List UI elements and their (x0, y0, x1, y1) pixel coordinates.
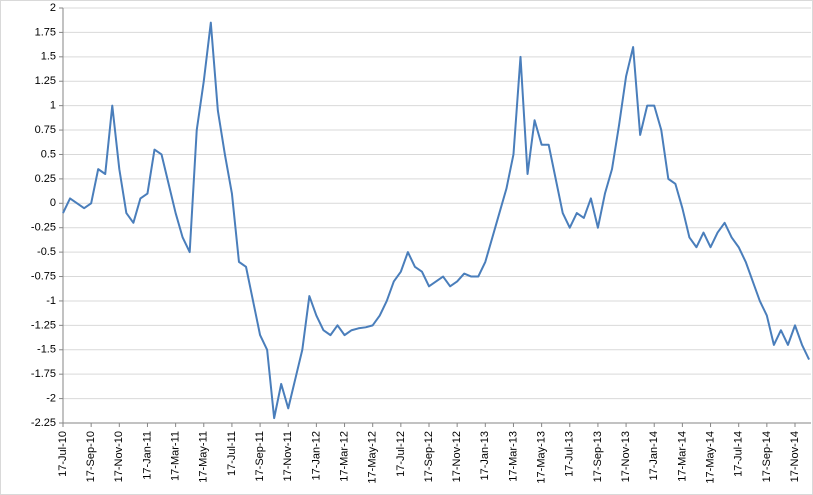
y-tick-label: 1.5 (41, 51, 56, 63)
y-tick-label: 0.25 (35, 173, 56, 185)
y-tick-label: -1.5 (37, 344, 56, 356)
y-tick-label: 0 (50, 197, 56, 209)
y-tick-label: -1.25 (31, 319, 56, 331)
y-tick-label: 1 (50, 100, 56, 112)
x-tick-label: 17-Mar-12 (338, 431, 350, 482)
data-line (62, 21, 810, 420)
x-tick-label: 17-Nov-12 (451, 431, 463, 482)
x-tick-label: 17-Nov-14 (789, 431, 801, 482)
x-tick-label: 17-Sep-11 (254, 431, 266, 482)
x-tick-label: 17-Jan-13 (479, 431, 491, 481)
x-tick-label: 17-Nov-10 (113, 431, 125, 482)
y-tick-label: 1.25 (35, 75, 56, 87)
y-tick-label: -0.5 (37, 246, 56, 258)
x-tick-label: 17-Jan-14 (648, 431, 660, 481)
y-tick-label: -1.75 (31, 368, 56, 380)
x-tick-label: 17-Jul-13 (564, 431, 576, 477)
x-tick-label: 17-Sep-12 (423, 431, 435, 482)
x-tick-label: 17-Nov-11 (282, 431, 294, 482)
x-tick-label: 17-Sep-14 (761, 431, 773, 482)
x-tick-label: 17-May-14 (704, 431, 716, 484)
y-tick-label: 1.75 (35, 26, 56, 38)
x-tick-label: 17-Jan-12 (310, 431, 322, 481)
x-tick-label: 17-Mar-13 (507, 431, 519, 482)
x-tick-label: 17-Mar-11 (170, 431, 182, 481)
y-tick-label: 2 (50, 2, 56, 14)
y-tick-label: -1 (46, 295, 56, 307)
y-tick-label: -2 (46, 392, 56, 404)
x-tick-label: 17-Jul-10 (57, 431, 69, 477)
y-tick-label: -2.25 (31, 417, 56, 429)
x-tick-label: 17-Jan-11 (141, 431, 153, 480)
y-tick-label: -0.25 (31, 222, 56, 234)
x-tick-label: 17-Sep-13 (592, 431, 604, 482)
x-tick-label: 17-May-12 (367, 431, 379, 484)
y-tick-label: 0.5 (41, 148, 56, 160)
y-tick-label: -0.75 (31, 270, 56, 282)
x-tick-label: 17-Jul-12 (395, 431, 407, 477)
x-tick-label: 17-May-11 (198, 431, 210, 483)
x-tick-label: 17-Jul-11 (226, 431, 238, 476)
x-tick-label: 17-Nov-13 (620, 431, 632, 482)
y-tick-label: 0.75 (35, 124, 56, 136)
x-tick-label: 17-Mar-14 (676, 431, 688, 482)
x-tick-label: 17-May-13 (536, 431, 548, 484)
x-tick-label: 17-Sep-10 (85, 431, 97, 482)
x-tick-label: 17-Jul-14 (733, 431, 745, 477)
